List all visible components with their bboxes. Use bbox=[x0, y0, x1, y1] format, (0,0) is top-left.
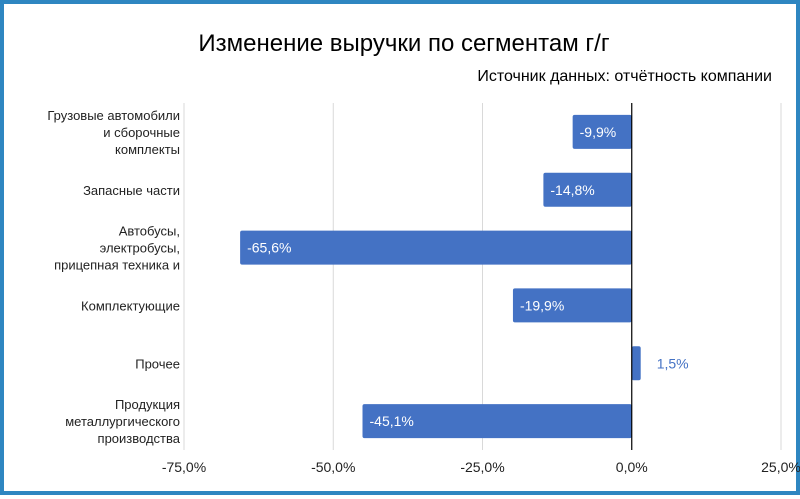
bar-chart: -75,0% -50,0% -25,0% 0,0% 25,0% -9,9% Грузовые… bbox=[47, 103, 800, 475]
data-label: -19,9% bbox=[520, 297, 564, 313]
category-label-line: комплекты bbox=[115, 142, 180, 157]
x-tick-label: -25,0% bbox=[460, 459, 504, 475]
category-label: Запасные части bbox=[83, 183, 180, 198]
category-label: Продукция металлургического производства bbox=[65, 397, 181, 446]
category-label-line: Комплектующие bbox=[81, 298, 180, 313]
x-tick-label: -75,0% bbox=[162, 459, 206, 475]
category-label-line: Автобусы, bbox=[119, 224, 180, 239]
x-tick-label: 0,0% bbox=[616, 459, 648, 475]
bar bbox=[631, 346, 641, 381]
category-label-line: металлургического bbox=[65, 414, 180, 429]
category-label-line: Прочее bbox=[135, 356, 180, 371]
bar bbox=[240, 230, 632, 265]
category-label: Прочее bbox=[135, 356, 180, 371]
chart-title: Изменение выручки по сегментам г/г bbox=[198, 30, 610, 57]
x-tick-label: 25,0% bbox=[761, 459, 800, 475]
data-label: 1,5% bbox=[657, 355, 689, 371]
category-label-line: электробусы, bbox=[100, 241, 180, 256]
category-label: Грузовые автомобили и сборочные комплекты bbox=[47, 108, 180, 157]
category-label-line: производства bbox=[98, 431, 181, 446]
category-label-line: Грузовые автомобили bbox=[47, 108, 180, 123]
bar bbox=[543, 172, 632, 207]
category-label-line: Продукция bbox=[115, 397, 180, 412]
category-label-line: и сборочные bbox=[103, 125, 180, 140]
data-label: -45,1% bbox=[370, 413, 414, 429]
category-label-line: Запасные части bbox=[83, 183, 180, 198]
bar bbox=[512, 288, 632, 323]
category-label: Автобусы, электробусы, прицепная техника и bbox=[54, 224, 180, 273]
data-label: -14,8% bbox=[550, 182, 594, 198]
bar bbox=[572, 114, 632, 149]
data-label: -65,6% bbox=[247, 240, 291, 256]
category-label: Комплектующие bbox=[81, 298, 180, 313]
chart-subtitle: Источник данных: отчётность компании bbox=[477, 68, 772, 85]
bar bbox=[362, 404, 632, 439]
category-label-line: прицепная техника и bbox=[54, 258, 180, 273]
data-label: -9,9% bbox=[580, 124, 617, 140]
x-tick-label: -50,0% bbox=[311, 459, 355, 475]
